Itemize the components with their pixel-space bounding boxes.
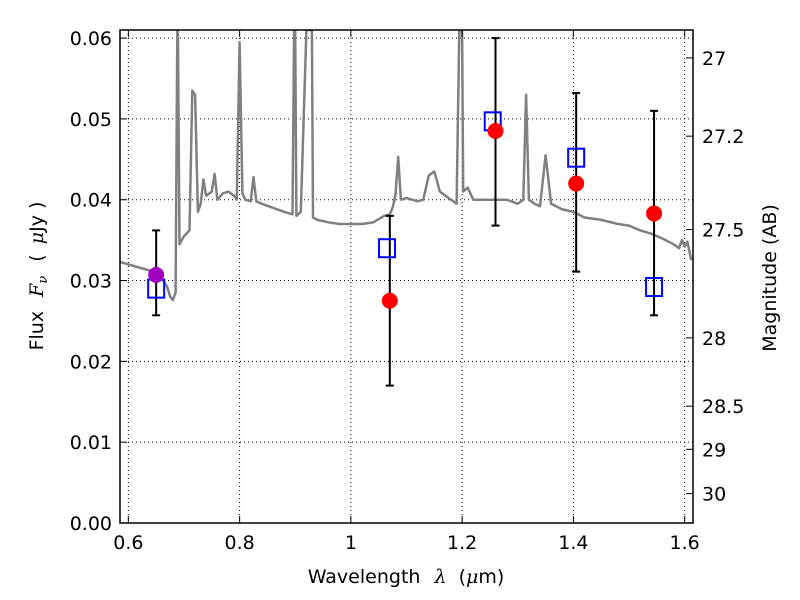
x-tick-label: 0.6 (113, 532, 143, 554)
axes (119, 29, 694, 524)
x-axis-label: Wavelength λ (μm) (308, 566, 505, 588)
y2-tick-label: 27 (702, 48, 726, 70)
tick-labels: 0.6 0.8 1 1.2 1.4 1.6 0.00 0.01 0.02 0.03 0.04 0.05… (70, 28, 745, 554)
y-tick-label: 0.04 (70, 190, 112, 212)
y-tick-label: 0.02 (70, 351, 112, 373)
y-tick-label: 0.05 (70, 109, 112, 131)
tick-marks (120, 30, 693, 524)
data-point-marker (487, 123, 504, 140)
x-tick-label: 1 (345, 532, 357, 554)
x-tick-label: 1.6 (670, 532, 700, 554)
x-tick-label: 1.4 (558, 532, 588, 554)
y-axis-label: Flux Fν ( μJy ) (26, 202, 52, 351)
y2-tick-label: 27.2 (702, 126, 744, 148)
y-tick-label: 0.03 (70, 271, 112, 293)
y-tick-label: 0.00 (70, 513, 112, 535)
model-square-marker (645, 277, 664, 298)
spectrum-line (120, 30, 693, 302)
y-tick-label: 0.01 (70, 432, 112, 454)
model-square-marker (567, 147, 586, 168)
plot-area (120, 30, 693, 387)
y2-tick-label: 28 (702, 328, 726, 350)
y2-tick-label: 30 (702, 484, 726, 506)
x-tick-label: 1.2 (447, 532, 477, 554)
y2-tick-label: 28.5 (702, 396, 744, 418)
data-point-marker (646, 205, 663, 222)
grid-lines (120, 30, 693, 524)
y2-tick-label: 29 (702, 439, 726, 461)
data-point-marker (568, 175, 585, 192)
data-point-marker (381, 292, 398, 309)
y2-axis-label: Magnitude (AB) (759, 204, 781, 352)
plot-frame (119, 29, 694, 524)
model-square-marker (378, 238, 397, 259)
x-tick-label: 0.8 (224, 532, 254, 554)
y2-tick-label: 27.5 (702, 220, 744, 242)
y-tick-label: 0.06 (70, 28, 112, 50)
data-point-marker (148, 266, 165, 283)
